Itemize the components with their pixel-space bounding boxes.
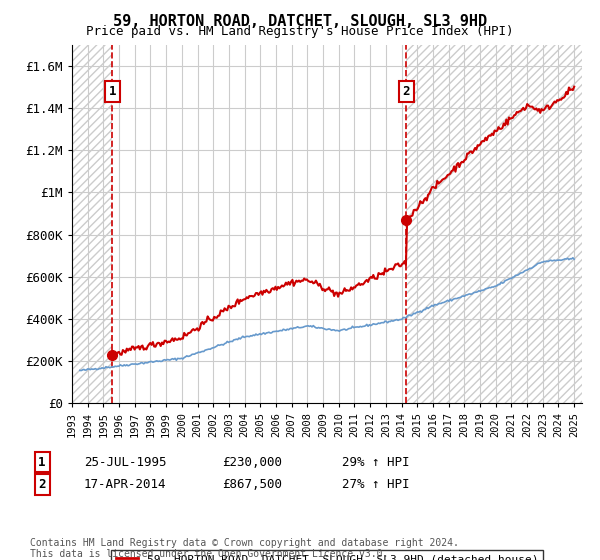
Text: Price paid vs. HM Land Registry's House Price Index (HPI): Price paid vs. HM Land Registry's House … xyxy=(86,25,514,38)
Text: Contains HM Land Registry data © Crown copyright and database right 2024.
This d: Contains HM Land Registry data © Crown c… xyxy=(30,538,459,559)
Text: 17-APR-2014: 17-APR-2014 xyxy=(84,478,167,491)
Text: 25-JUL-1995: 25-JUL-1995 xyxy=(84,455,167,469)
Text: 2: 2 xyxy=(403,85,410,98)
Text: 59, HORTON ROAD, DATCHET, SLOUGH, SL3 9HD: 59, HORTON ROAD, DATCHET, SLOUGH, SL3 9H… xyxy=(113,14,487,29)
Text: £230,000: £230,000 xyxy=(222,455,282,469)
Text: £867,500: £867,500 xyxy=(222,478,282,491)
Text: 2: 2 xyxy=(38,478,46,491)
Text: 1: 1 xyxy=(109,85,116,98)
Text: 27% ↑ HPI: 27% ↑ HPI xyxy=(342,478,409,491)
Text: 1: 1 xyxy=(38,455,46,469)
Text: 29% ↑ HPI: 29% ↑ HPI xyxy=(342,455,409,469)
Legend: 59, HORTON ROAD, DATCHET, SLOUGH, SL3 9HD (detached house), HPI: Average price, : 59, HORTON ROAD, DATCHET, SLOUGH, SL3 9H… xyxy=(111,549,543,560)
